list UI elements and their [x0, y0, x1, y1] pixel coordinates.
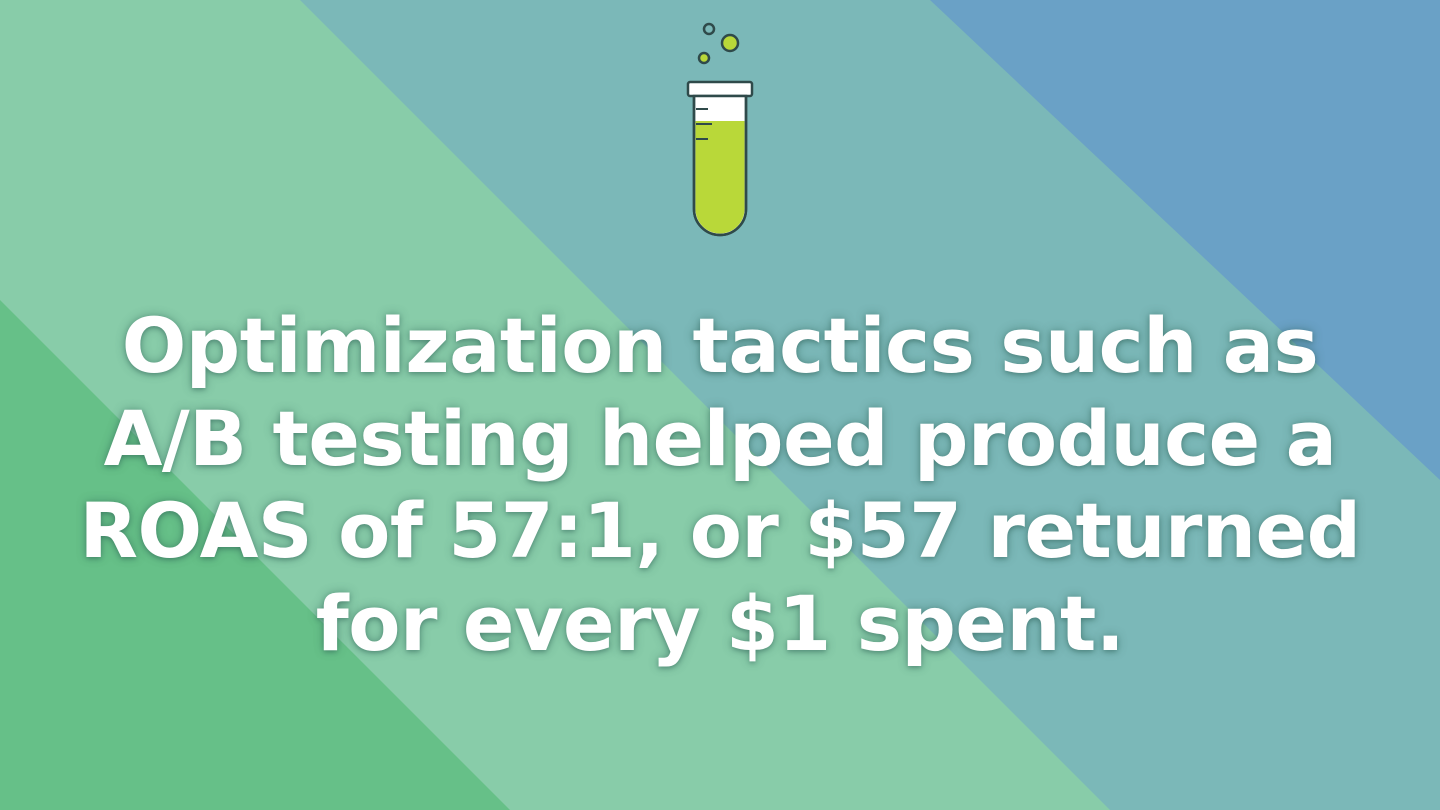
headline-line-4: for every $1 spent. [315, 579, 1125, 669]
headline-line-3: ROAS of 57:1, or $57 returned [79, 486, 1361, 576]
test-tube-icon [680, 14, 760, 244]
headline-line-1: Optimization tactics such as [121, 301, 1319, 390]
headline-line-2: A/B testing helped produce a [103, 393, 1337, 483]
headline-text: Optimization tactics such as A/B testing… [40, 300, 1400, 671]
